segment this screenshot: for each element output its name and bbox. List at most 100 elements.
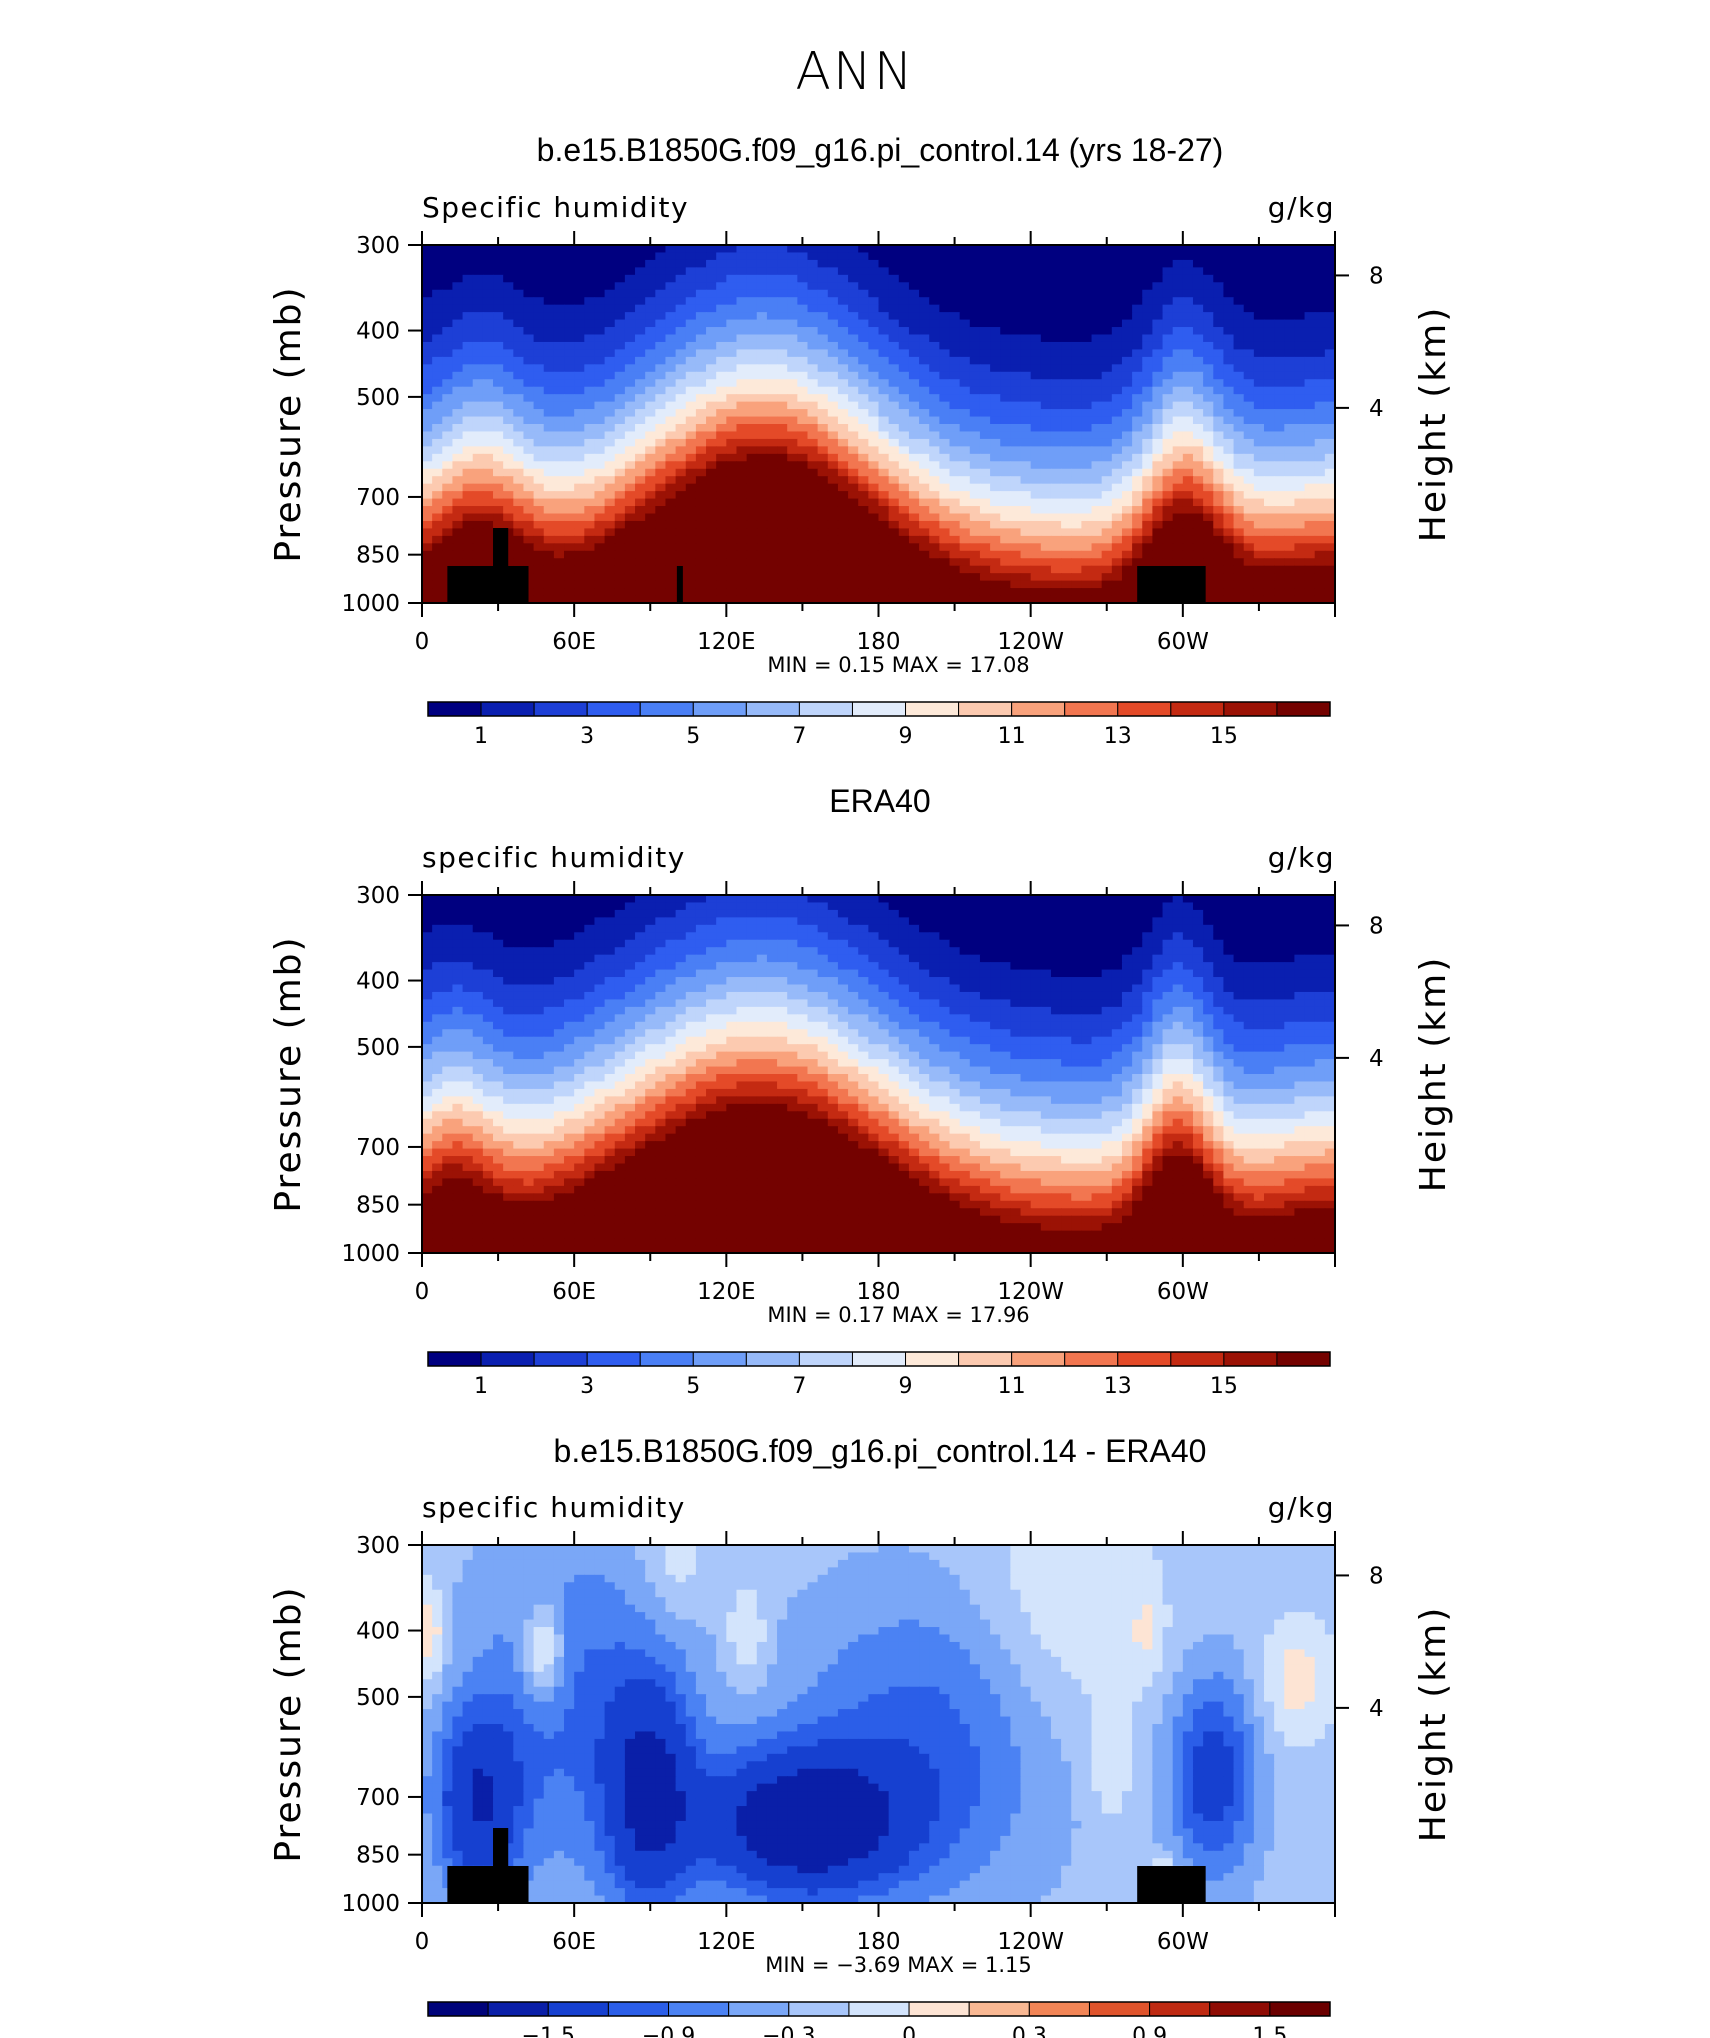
contour-cell — [503, 259, 514, 268]
contour-cell — [787, 565, 798, 574]
contour-cell — [1223, 932, 1235, 941]
contour-cell — [777, 461, 788, 470]
contour-cell — [898, 394, 910, 403]
contour-cell — [1020, 394, 1032, 403]
contour-cell — [543, 319, 555, 328]
contour-cell — [604, 476, 616, 485]
contour-cell — [655, 297, 667, 306]
contour-cell — [949, 573, 961, 582]
contour-cell — [1172, 297, 1184, 306]
contour-cell — [594, 476, 606, 485]
contour-cell — [716, 528, 727, 537]
contour-cell — [564, 924, 575, 933]
contour-cell — [1263, 895, 1275, 904]
contour-cell — [1010, 259, 1022, 268]
contour-cell — [878, 282, 890, 291]
contour-cell — [1324, 379, 1336, 388]
contour-cell — [1213, 379, 1225, 388]
contour-cell — [685, 401, 697, 410]
contour-cell — [462, 453, 474, 462]
contour-cell — [482, 550, 494, 559]
contour-cell — [716, 334, 727, 343]
contour-cell — [655, 349, 667, 358]
contour-cell — [979, 932, 991, 941]
contour-cell — [756, 513, 768, 522]
contour-cell — [908, 259, 920, 268]
contour-cell — [969, 917, 981, 926]
contour-cell — [1203, 304, 1214, 313]
contour-cell — [716, 312, 727, 321]
contour-cell — [766, 476, 778, 485]
contour-cell — [1061, 895, 1072, 904]
contour-cell — [1223, 304, 1235, 313]
contour-cell — [858, 573, 869, 582]
contour-cell — [1101, 483, 1113, 492]
contour-cell — [665, 386, 677, 395]
contour-cell — [746, 349, 758, 358]
contour-cell — [665, 461, 677, 470]
contour-cell — [990, 245, 1001, 254]
contour-cell — [756, 565, 768, 574]
contour-cell — [990, 446, 1001, 455]
contour-cell — [868, 580, 880, 589]
contour-cell — [604, 924, 616, 933]
contour-cell — [442, 453, 454, 462]
contour-cell — [898, 453, 910, 462]
contour-cell — [939, 304, 951, 313]
contour-cell — [837, 289, 849, 298]
contour-cell — [787, 341, 798, 351]
contour-cell — [564, 409, 575, 418]
contour-cell — [553, 528, 565, 537]
contour-cell — [716, 461, 727, 470]
contour-cell — [1314, 371, 1326, 380]
contour-cell — [888, 349, 900, 358]
contour-cell — [807, 528, 819, 537]
contour-cell — [1000, 409, 1011, 418]
contour-cell — [584, 932, 596, 941]
contour-cell — [523, 453, 535, 462]
contour-cell — [807, 902, 819, 911]
contour-cell — [979, 364, 991, 373]
contour-cell — [604, 297, 616, 306]
contour-cell — [594, 573, 606, 582]
contour-cell — [1111, 252, 1123, 261]
contour-cell — [1223, 535, 1235, 544]
contour-cell — [1050, 312, 1062, 321]
contour-cell — [1253, 932, 1265, 941]
contour-cell — [513, 289, 525, 298]
contour-cell — [685, 274, 697, 283]
contour-cell — [422, 379, 433, 388]
contour-cell — [1162, 543, 1174, 552]
contour-cell — [939, 364, 951, 373]
contour-cell — [716, 513, 727, 522]
contour-cell — [848, 319, 859, 328]
contour-cell — [1223, 491, 1235, 500]
contour-cell — [848, 498, 859, 507]
contour-cell — [503, 245, 514, 254]
contour-cell — [442, 468, 454, 477]
contour-cell — [766, 932, 778, 941]
contour-cell — [929, 364, 940, 373]
contour-cell — [574, 588, 585, 597]
contour-cell — [736, 483, 748, 492]
contour-cell — [665, 446, 677, 455]
contour-cell — [929, 895, 940, 904]
contour-cell — [695, 446, 707, 455]
contour-cell — [432, 550, 443, 559]
contour-cell — [777, 588, 788, 597]
contour-cell — [929, 491, 940, 500]
contour-cell — [614, 939, 626, 948]
contour-cell — [584, 924, 596, 933]
contour-cell — [898, 483, 910, 492]
contour-cell — [1000, 550, 1011, 559]
contour-cell — [1213, 327, 1225, 336]
contour-cell — [726, 327, 738, 336]
contour-cell — [827, 356, 839, 365]
contour-cell — [574, 543, 585, 552]
contour-cell — [777, 895, 788, 904]
contour-cell — [1152, 386, 1164, 395]
contour-cell — [1030, 917, 1042, 926]
contour-cell — [1061, 438, 1072, 447]
contour-cell — [584, 483, 596, 492]
y2-tick-label: 4 — [1369, 396, 1384, 422]
